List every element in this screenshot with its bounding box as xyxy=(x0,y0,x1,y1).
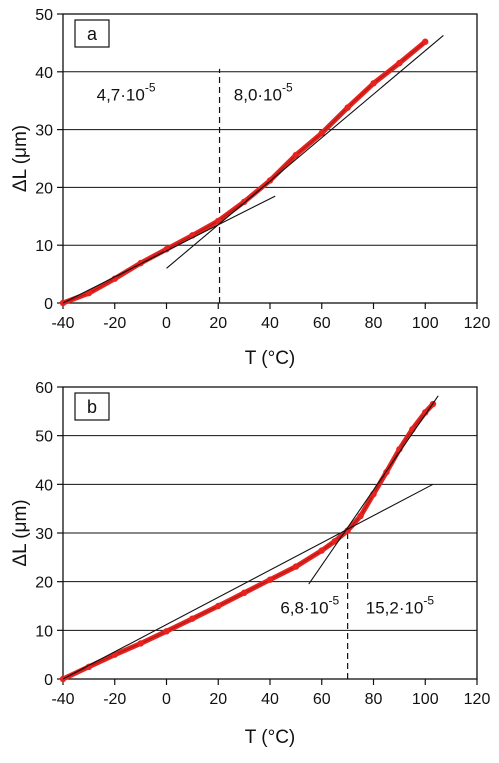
measured-point xyxy=(85,663,93,671)
y-tick-label: 30 xyxy=(35,526,53,543)
x-tick-label: -40 xyxy=(51,315,74,332)
y-tick-label: 50 xyxy=(35,429,53,446)
measured-point xyxy=(422,38,429,45)
x-tick-label: 100 xyxy=(412,315,439,332)
coefficient-mantissa: 4,7·10 xyxy=(97,86,145,105)
x-tick-label: 80 xyxy=(365,315,383,332)
measured-point xyxy=(422,409,429,416)
y-tick-label: 60 xyxy=(35,380,53,397)
measured-curve-core xyxy=(62,403,434,680)
measured-point xyxy=(357,512,364,520)
measured-point xyxy=(240,198,248,206)
y-axis-label: ΔL (μm) xyxy=(10,499,31,566)
y-tick-label: 20 xyxy=(35,180,53,197)
panel-label-box xyxy=(74,392,110,421)
y-tick-label: 20 xyxy=(35,575,53,592)
x-tick-label: 0 xyxy=(162,691,171,708)
x-tick-label: 20 xyxy=(209,315,227,332)
measured-point xyxy=(318,547,325,554)
measured-point xyxy=(85,289,93,297)
x-tick-label: 40 xyxy=(261,315,279,332)
expansion-coefficient-label: 4,7·10-5 xyxy=(97,81,156,105)
measured-point xyxy=(215,217,222,225)
measured-point xyxy=(292,151,300,159)
measured-point xyxy=(163,246,170,253)
x-tick-label: -40 xyxy=(51,691,74,708)
panel-a: -40 -20 0 20 40 60 80 100 120 0 10 20 30 40 50 T (°C) ΔL… xyxy=(10,7,490,369)
measured-point xyxy=(137,640,144,647)
x-axis-label: T (°C) xyxy=(245,348,296,369)
measured-curve xyxy=(60,39,428,306)
fit-line xyxy=(62,195,276,304)
measured-point xyxy=(370,80,377,87)
coefficient-exponent: -5 xyxy=(282,81,293,95)
measured-point xyxy=(331,538,338,545)
panel-label: b xyxy=(87,397,97,417)
measured-point xyxy=(163,628,170,635)
x-tick-label: 40 xyxy=(261,691,279,708)
measured-point xyxy=(215,602,222,610)
x-tick-label: -20 xyxy=(103,315,126,332)
x-tick-label: 60 xyxy=(313,691,331,708)
coefficient-exponent: -5 xyxy=(329,593,340,607)
measured-point xyxy=(266,576,274,583)
panel-label: a xyxy=(87,24,98,44)
coefficient-exponent: -5 xyxy=(145,81,156,95)
measured-curve xyxy=(60,401,436,682)
y-tick-label: 30 xyxy=(35,123,53,140)
expansion-coefficient-label: 8,0·10-5 xyxy=(234,81,293,105)
coefficient-mantissa: 6,8·10 xyxy=(280,598,328,617)
coefficient-exponent: -5 xyxy=(423,593,434,607)
plot-frame xyxy=(62,13,478,304)
y-tick-label: 0 xyxy=(44,296,53,313)
x-tick-label: 100 xyxy=(412,691,439,708)
fit-line xyxy=(166,34,444,269)
x-tick-label: 60 xyxy=(313,315,331,332)
measured-point xyxy=(189,615,196,622)
expansion-coefficient-label: 6,8·10-5 xyxy=(280,593,339,617)
coefficient-mantissa: 15,2·10 xyxy=(366,598,424,617)
y-tick-label: 10 xyxy=(35,238,53,255)
x-tick-label: 120 xyxy=(464,691,491,708)
y-tick-label: 40 xyxy=(35,65,53,82)
fit-line xyxy=(308,395,439,585)
y-tick-label: 10 xyxy=(35,623,53,640)
measured-point xyxy=(396,59,403,67)
measured-point xyxy=(344,104,351,111)
x-tick-label: 120 xyxy=(464,315,491,332)
measured-point xyxy=(240,589,248,597)
y-tick-label: 40 xyxy=(35,477,53,494)
measured-point xyxy=(318,129,325,137)
y-tick-label: 50 xyxy=(35,7,53,24)
fit-line xyxy=(62,483,434,680)
coefficient-mantissa: 8,0·10 xyxy=(234,86,282,105)
x-axis-label: T (°C) xyxy=(245,727,296,748)
measured-point xyxy=(292,563,300,570)
measured-curve-core xyxy=(62,41,426,304)
x-tick-label: 80 xyxy=(365,691,383,708)
x-tick-label: -20 xyxy=(103,691,126,708)
panel-b: -40 -20 0 20 40 60 80 100 120 0 10 20 30 40 50 60 T (°C)… xyxy=(10,380,490,748)
y-axis-label: ΔL (μm) xyxy=(10,125,31,192)
panel-label-box xyxy=(74,19,110,48)
expansion-coefficient-label: 15,2·10-5 xyxy=(366,593,435,617)
x-tick-label: 0 xyxy=(162,315,171,332)
y-tick-label: 0 xyxy=(44,672,53,689)
x-tick-label: 20 xyxy=(209,691,227,708)
